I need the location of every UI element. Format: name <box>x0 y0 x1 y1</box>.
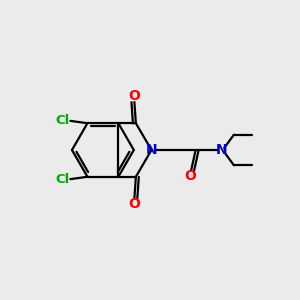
Text: N: N <box>216 143 227 157</box>
Text: Cl: Cl <box>55 172 69 186</box>
Text: O: O <box>128 89 140 103</box>
Text: O: O <box>128 197 140 211</box>
Text: O: O <box>184 169 196 184</box>
Text: N: N <box>146 143 157 157</box>
Text: Cl: Cl <box>55 114 69 128</box>
